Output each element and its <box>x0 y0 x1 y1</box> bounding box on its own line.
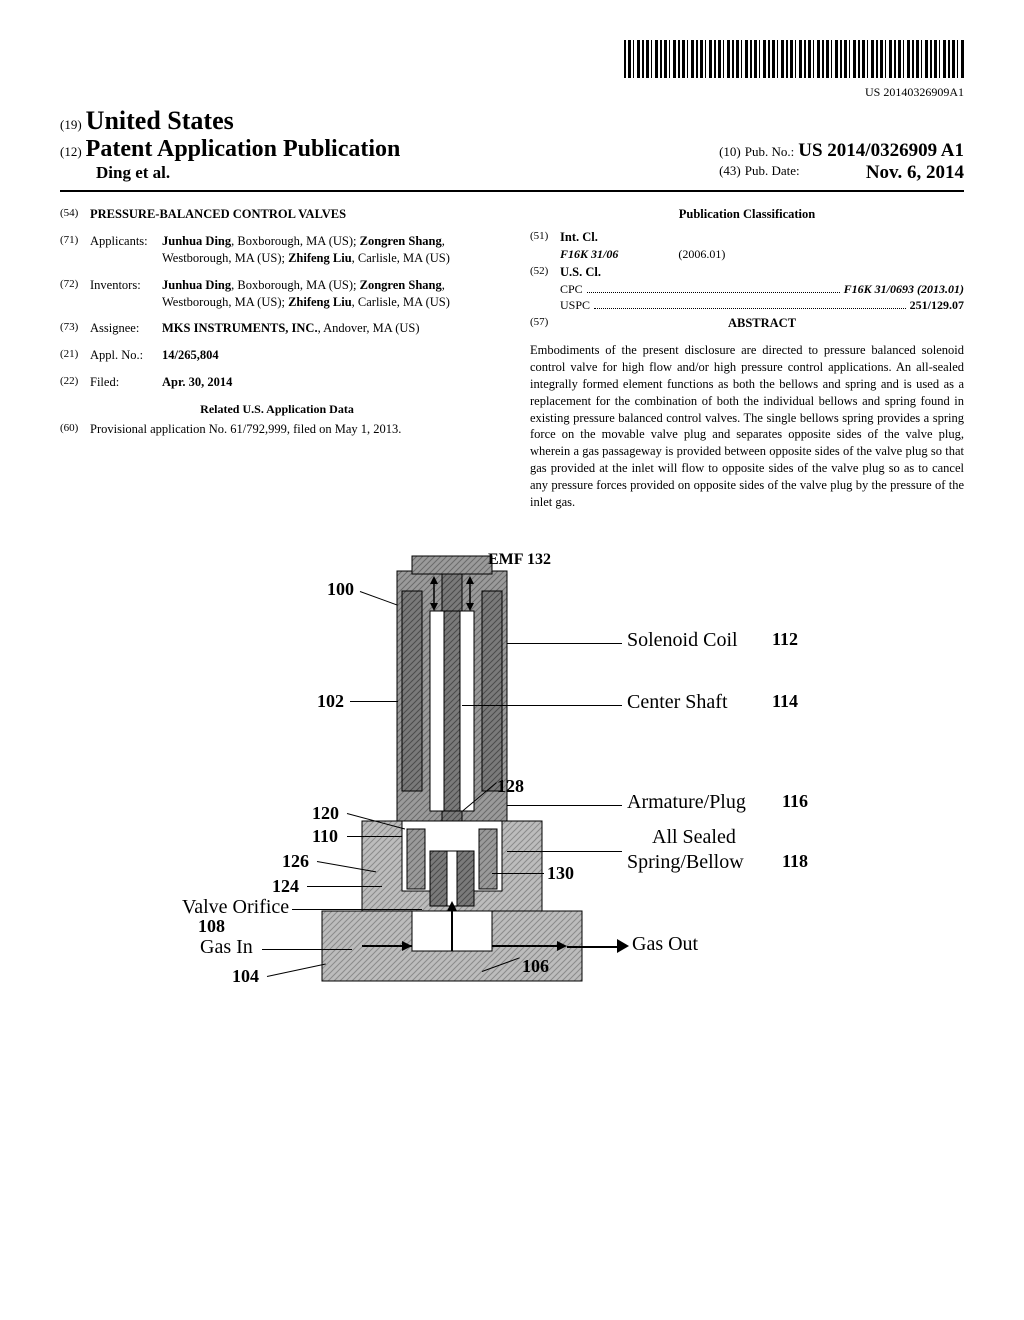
barcode-region: US 20140326909A1 <box>60 40 964 100</box>
label-armature-text: Armature/Plug <box>627 791 746 814</box>
pubdate-value: Nov. 6, 2014 <box>866 162 964 184</box>
barcode-number: US 20140326909A1 <box>60 85 964 100</box>
field-54-num: (54) <box>60 206 90 223</box>
related-heading: Related U.S. Application Data <box>60 401 494 417</box>
country-name: United States <box>86 106 234 135</box>
label-gas-out: Gas Out <box>632 933 698 956</box>
label-solenoid-text: Solenoid Coil <box>627 629 738 652</box>
field-52-num: (52) <box>530 264 560 313</box>
applicants-body: Junhua Ding, Boxborough, MA (US); Zongre… <box>162 233 494 267</box>
assignee-body: MKS INSTRUMENTS, INC., Andover, MA (US) <box>162 320 494 337</box>
pubno-value: US 2014/0326909 A1 <box>798 140 964 161</box>
publication-type: Patent Application Publication <box>86 136 401 162</box>
uspc-label: USPC <box>560 297 590 313</box>
label-106: 106 <box>522 956 549 977</box>
intcl-edition: (2006.01) <box>678 246 725 262</box>
field-22-num: (22) <box>60 374 90 391</box>
intcl-label: Int. Cl. <box>560 229 964 246</box>
applno-label: Appl. No.: <box>90 347 162 364</box>
dot-leader <box>594 298 906 309</box>
right-column: Publication Classification (51) Int. Cl.… <box>530 206 964 511</box>
inventors-label: Inventors: <box>90 277 162 311</box>
label-110: 110 <box>312 826 338 847</box>
abstract-heading: ABSTRACT <box>560 315 964 332</box>
header-rule <box>60 190 964 192</box>
bibliographic-columns: (54) PRESSURE-BALANCED CONTROL VALVES (7… <box>60 206 964 511</box>
label-120: 120 <box>312 803 339 824</box>
pubdate-label: Pub. Date: <box>745 163 800 178</box>
cpc-value: F16K 31/0693 (2013.01) <box>844 281 964 297</box>
label-124: 124 <box>272 876 299 897</box>
label-108: 108 <box>198 916 225 937</box>
leader-line <box>347 836 402 837</box>
inventors-body: Junhua Ding, Boxborough, MA (US); Zongre… <box>162 277 494 311</box>
leader-line <box>307 886 382 887</box>
abstract-body: Embodiments of the present disclosure ar… <box>530 342 964 511</box>
field-73-num: (73) <box>60 320 90 337</box>
leader-line <box>292 909 422 910</box>
authors-line: Ding et al. <box>96 163 400 183</box>
field-19-num: (19) <box>60 117 82 132</box>
label-128: 128 <box>497 776 524 797</box>
label-allsealed-text: All Sealed <box>652 826 736 849</box>
label-100: 100 <box>327 579 354 600</box>
header: (19) United States (12) Patent Applicati… <box>60 106 964 184</box>
applicants-label: Applicants: <box>90 233 162 267</box>
intcl-code: F16K 31/06 <box>560 246 618 262</box>
filed-label: Filed: <box>90 374 162 391</box>
gas-out-arrowhead-icon <box>617 939 629 953</box>
field-43-num: (43) <box>719 163 741 178</box>
provisional-body: Provisional application No. 61/792,999, … <box>90 421 494 438</box>
field-72-num: (72) <box>60 277 90 311</box>
assignee-label: Assignee: <box>90 320 162 337</box>
filed-value: Apr. 30, 2014 <box>162 374 494 391</box>
label-104: 104 <box>232 966 259 987</box>
label-130: 130 <box>547 863 574 884</box>
field-60-num: (60) <box>60 421 90 438</box>
uscl-label: U.S. Cl. <box>560 264 964 281</box>
cpc-label: CPC <box>560 281 583 297</box>
figure-region: EMF 132 100 102 120 110 126 124 Valve Or… <box>60 551 964 1011</box>
label-solenoid-num: 112 <box>772 629 798 650</box>
field-21-num: (21) <box>60 347 90 364</box>
leader-line <box>262 949 352 950</box>
barcode-graphic <box>624 40 964 78</box>
label-springbellow-text: Spring/Bellow <box>627 851 744 874</box>
label-centershaft-text: Center Shaft <box>627 691 728 714</box>
field-12-num: (12) <box>60 144 82 159</box>
field-10-num: (10) <box>719 144 741 159</box>
uspc-value: 251/129.07 <box>910 297 964 313</box>
field-57-num: (57) <box>530 315 560 338</box>
leader-line <box>492 873 544 874</box>
invention-title: PRESSURE-BALANCED CONTROL VALVES <box>90 206 494 223</box>
label-102: 102 <box>317 691 344 712</box>
leader-line <box>462 705 622 706</box>
field-51-num: (51) <box>530 229 560 262</box>
label-spring-num: 118 <box>782 851 808 872</box>
leader-line <box>507 851 622 852</box>
pub-class-heading: Publication Classification <box>530 206 964 223</box>
leader-line <box>507 805 622 806</box>
label-centershaft-num: 114 <box>772 691 798 712</box>
applno-value: 14/265,804 <box>162 347 494 364</box>
dot-leader <box>587 282 840 293</box>
gas-out-arrow-shaft <box>567 946 617 948</box>
field-71-num: (71) <box>60 233 90 267</box>
label-gas-in: Gas In <box>200 936 253 959</box>
left-column: (54) PRESSURE-BALANCED CONTROL VALVES (7… <box>60 206 494 511</box>
pubno-label: Pub. No.: <box>745 144 794 159</box>
label-armature-num: 116 <box>782 791 808 812</box>
leader-line <box>507 643 622 644</box>
label-126: 126 <box>282 851 309 872</box>
valve-diagram <box>302 551 602 991</box>
label-emf: EMF 132 <box>488 551 551 569</box>
leader-line <box>350 701 398 702</box>
